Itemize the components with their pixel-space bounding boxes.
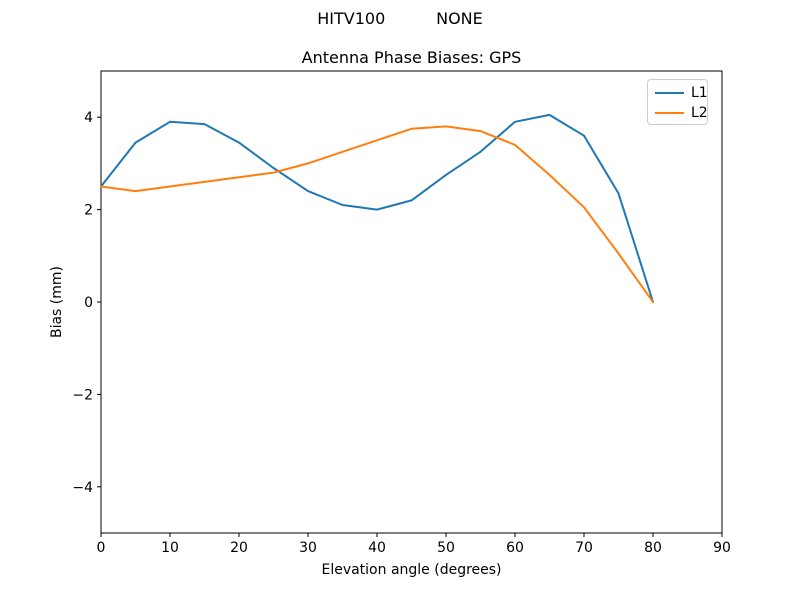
legend-item-l2: L2: [655, 103, 708, 123]
x-tick-label: 30: [299, 540, 317, 556]
legend: L1 L2: [647, 79, 708, 125]
y-tick-label: −2: [72, 387, 93, 403]
series-line-l1: [100, 113, 654, 303]
y-tick-label: 0: [84, 295, 93, 311]
x-tick-label: 60: [506, 540, 524, 556]
x-tick-label: 50: [437, 540, 455, 556]
l1-line-sample: [655, 92, 684, 94]
x-tick-label: 90: [713, 540, 731, 556]
y-axis-label: Bias (mm): [49, 265, 65, 339]
legend-item-l1: L1: [655, 83, 708, 103]
x-tick-label: 80: [644, 540, 662, 556]
axes-frame: [100, 70, 723, 534]
x-tick-label: 0: [97, 540, 106, 556]
x-tick-label: 10: [161, 540, 179, 556]
chart-title: Antenna Phase Biases: GPS: [301, 48, 522, 67]
x-tick-label: 20: [230, 540, 248, 556]
figure-suptitle: HITV100 NONE: [317, 9, 483, 28]
y-tick-label: 2: [84, 203, 93, 219]
x-tick-label: 70: [575, 540, 593, 556]
l2-line-sample: [655, 112, 684, 114]
x-tick-label: 40: [368, 540, 386, 556]
x-axis-label: Elevation angle (degrees): [321, 562, 502, 578]
y-tick-label: 4: [84, 110, 93, 126]
y-tick-label: −4: [72, 480, 93, 496]
legend-label-l2: L2: [691, 105, 708, 121]
series-line-l2: [100, 125, 654, 303]
legend-label-l1: L1: [691, 85, 708, 101]
